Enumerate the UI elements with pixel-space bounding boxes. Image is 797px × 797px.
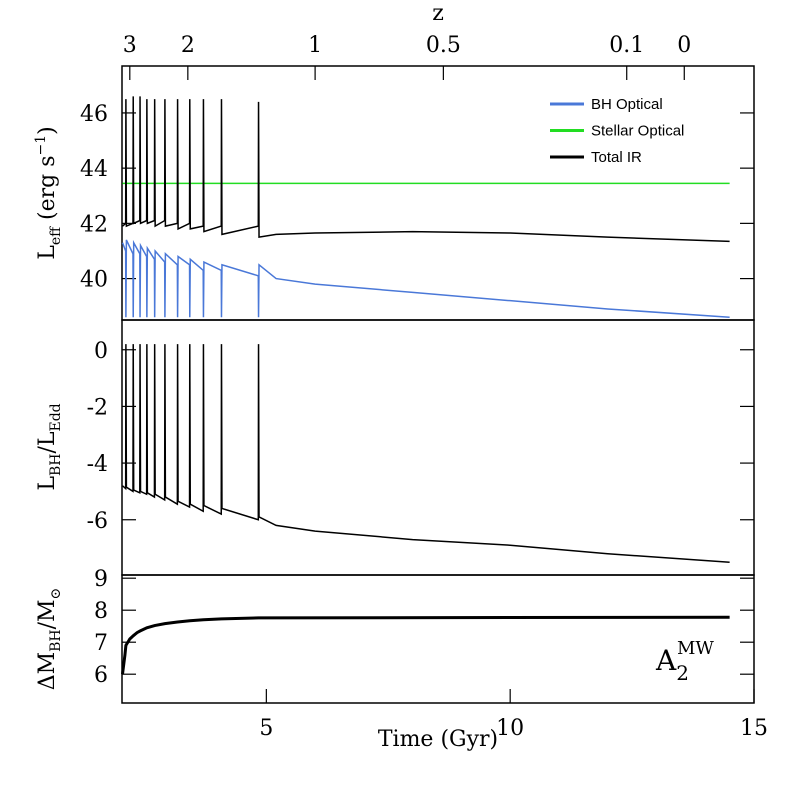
series-line (121, 239, 730, 318)
x2-tick-label: 0.1 (609, 33, 644, 58)
y-tick-label: 9 (94, 567, 108, 592)
legend-label: BH Optical (591, 96, 663, 113)
x-tick-label: 10 (496, 716, 524, 741)
y-label: ΔMBH/M⊙ (35, 588, 64, 691)
y-label: Leff (erg s−1) (33, 126, 64, 260)
x2-tick-label: 0.5 (426, 33, 461, 58)
x2-tick-label: 1 (308, 33, 322, 58)
y-tick-label: 6 (94, 663, 108, 688)
y-tick-label: 40 (80, 268, 108, 293)
y-tick-label: 8 (94, 599, 108, 624)
y-tick-label: 46 (80, 102, 108, 127)
x2-label: z (432, 1, 444, 26)
x-tick-label: 5 (259, 716, 273, 741)
legend-label: Stellar Optical (591, 123, 684, 140)
series-line (121, 96, 730, 243)
x2-tick-label: 3 (123, 33, 137, 58)
y-label: LBH/LEdd (35, 403, 64, 490)
x2-tick-label: 2 (181, 33, 195, 58)
y-tick-label: -2 (87, 395, 108, 420)
plot-frame (121, 574, 755, 704)
x-tick-label: 15 (740, 716, 768, 741)
y-tick-label: 7 (94, 631, 108, 656)
y-tick-label: 42 (80, 212, 108, 237)
y-tick-label: 0 (94, 339, 108, 364)
x2-tick-label: 0 (677, 33, 691, 58)
x-label: Time (Gyr) (378, 727, 498, 752)
y-tick-label: -6 (87, 509, 108, 534)
annotation: A2MW (655, 638, 714, 685)
y-tick-label: -4 (87, 452, 108, 477)
y-tick-label: 44 (80, 157, 108, 182)
series-line (121, 344, 730, 563)
series-line (121, 615, 730, 675)
legend-label: Total IR (591, 149, 642, 166)
plot-frame (121, 319, 755, 576)
